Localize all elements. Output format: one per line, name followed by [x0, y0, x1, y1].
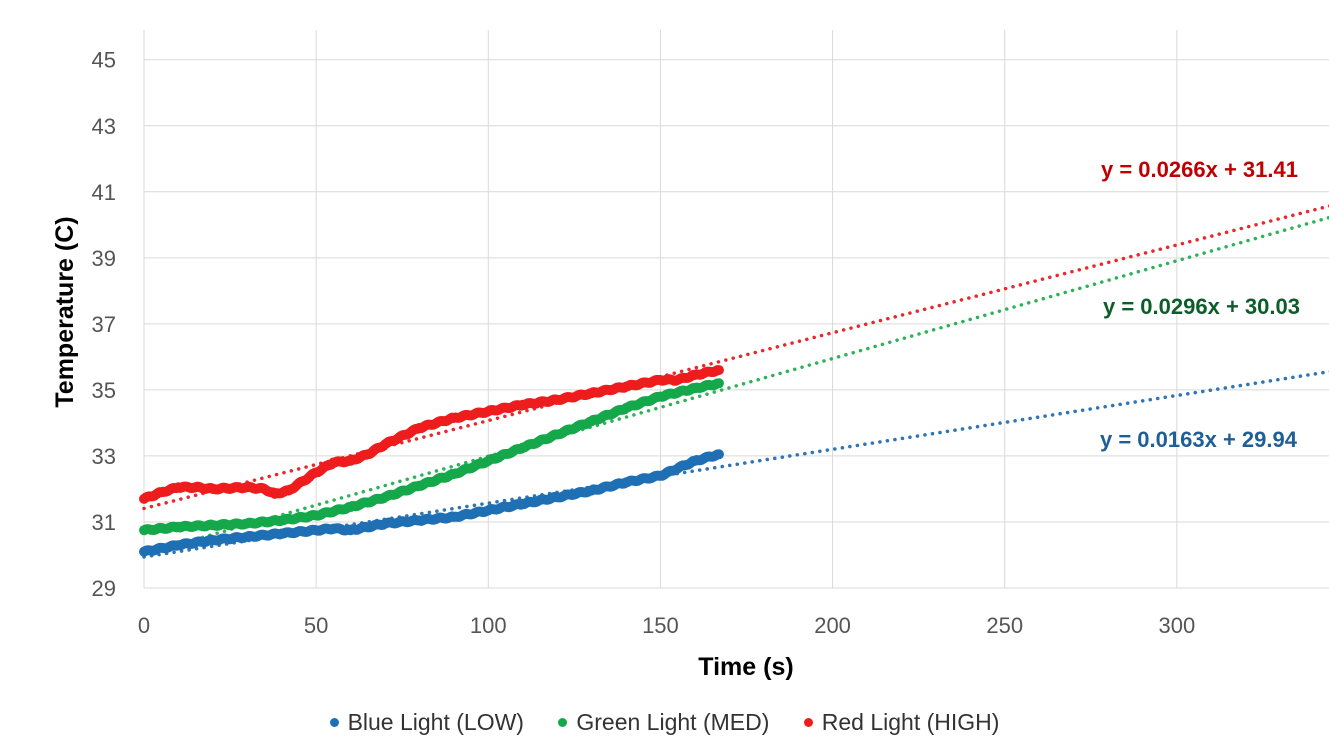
- y-tick-label: 33: [92, 444, 116, 469]
- trendline-equation: y = 0.0266x + 31.41: [1101, 157, 1298, 182]
- trendline-equation: y = 0.0163x + 29.94: [1100, 427, 1298, 452]
- data-points: [139, 365, 724, 557]
- y-tick-label: 43: [92, 114, 116, 139]
- x-tick-label: 300: [1158, 613, 1195, 638]
- data-point: [713, 378, 724, 389]
- tick-labels: 2931333537394143450501001502002503003: [92, 48, 1196, 638]
- legend-label: Green Light (MED): [576, 709, 770, 735]
- y-tick-label: 29: [92, 576, 116, 601]
- y-axis-title: Temperature (C): [51, 216, 79, 407]
- y-tick-label: 41: [92, 180, 116, 205]
- data-series: [139, 365, 724, 504]
- data-series: [139, 449, 724, 557]
- data-series: [139, 378, 724, 536]
- x-tick-label: 0: [138, 613, 150, 638]
- y-tick-label: 39: [92, 246, 116, 271]
- trendlines: [142, 204, 1329, 559]
- x-tick-label: 50: [304, 613, 328, 638]
- data-point: [713, 365, 724, 376]
- legend-marker-icon: [558, 718, 568, 727]
- trendline-equations: y = 0.0163x + 29.94 y = 0.0296x + 30.03 y …: [1100, 157, 1300, 452]
- legend: Blue Light (LOW) Green Light (MED) Red L…: [0, 706, 1329, 736]
- data-point: [713, 449, 724, 460]
- y-tick-label: 37: [92, 312, 116, 337]
- y-tick-label: 31: [92, 510, 116, 535]
- x-tick-label: 100: [470, 613, 507, 638]
- x-tick-label: 200: [814, 613, 851, 638]
- legend-item-blue: Blue Light (LOW): [329, 709, 524, 736]
- trendline: [142, 369, 1329, 559]
- trendline: [142, 204, 1329, 511]
- legend-label: Red Light (HIGH): [821, 709, 1000, 735]
- trendline: [142, 215, 1329, 556]
- y-tick-label: 45: [92, 48, 116, 73]
- legend-item-green: Green Light (MED): [558, 709, 769, 736]
- x-axis-title: Time (s): [698, 653, 793, 681]
- legend-label: Blue Light (LOW): [347, 709, 524, 735]
- gridlines: [143, 30, 1329, 589]
- x-tick-label: 250: [986, 613, 1023, 638]
- trendline-equation: y = 0.0296x + 30.03: [1103, 294, 1300, 319]
- x-tick-label: 150: [642, 613, 679, 638]
- y-tick-label: 35: [92, 378, 116, 403]
- legend-marker-icon: [803, 718, 813, 727]
- legend-marker-icon: [329, 718, 339, 727]
- legend-item-red: Red Light (HIGH): [803, 709, 1000, 736]
